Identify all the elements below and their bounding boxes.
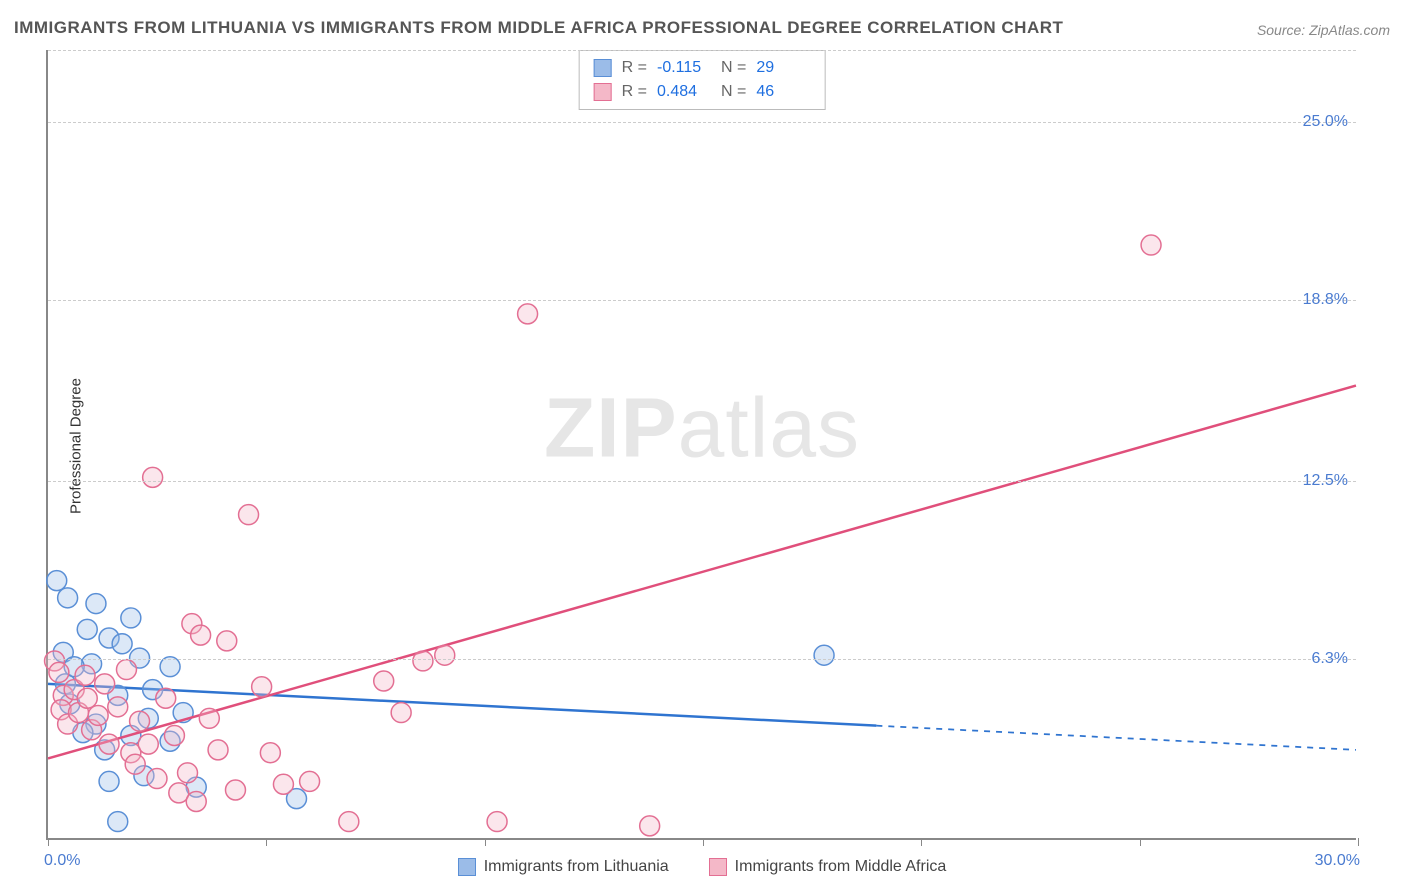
x-tick: [921, 838, 922, 846]
data-point-middle_africa: [138, 734, 158, 754]
data-point-lithuania: [58, 588, 78, 608]
data-point-middle_africa: [225, 780, 245, 800]
data-point-middle_africa: [116, 660, 136, 680]
data-point-lithuania: [108, 812, 128, 832]
scatter-svg: [48, 50, 1356, 839]
x-min-label: 0.0%: [44, 852, 80, 870]
data-point-middle_africa: [217, 631, 237, 651]
legend-swatch-middle-africa: [709, 858, 727, 876]
data-point-middle_africa: [77, 688, 97, 708]
gridline-h: [48, 50, 1356, 51]
data-point-middle_africa: [374, 671, 394, 691]
data-point-middle_africa: [108, 697, 128, 717]
x-max-label: 30.0%: [1315, 852, 1360, 870]
x-tick: [266, 838, 267, 846]
data-point-middle_africa: [75, 665, 95, 685]
plot-area: ZIPatlas R = -0.115 N = 29 R = 0.484 N =…: [46, 50, 1356, 840]
data-point-middle_africa: [239, 505, 259, 525]
data-point-middle_africa: [435, 645, 455, 665]
gridline-h: [48, 122, 1356, 123]
x-tick: [1140, 838, 1141, 846]
data-point-middle_africa: [1141, 235, 1161, 255]
data-point-lithuania: [99, 771, 119, 791]
legend-label-middle-africa: Immigrants from Middle Africa: [735, 858, 947, 876]
data-point-middle_africa: [339, 812, 359, 832]
data-point-middle_africa: [88, 705, 108, 725]
legend-swatch-lithuania: [458, 858, 476, 876]
data-point-middle_africa: [252, 677, 272, 697]
data-point-middle_africa: [95, 674, 115, 694]
y-tick-label: 12.5%: [1303, 472, 1348, 490]
x-tick: [48, 838, 49, 846]
gridline-h: [48, 659, 1356, 660]
data-point-middle_africa: [143, 467, 163, 487]
trend-line-middle_africa: [48, 386, 1356, 759]
data-point-middle_africa: [208, 740, 228, 760]
gridline-h: [48, 481, 1356, 482]
legend-series: Immigrants from Lithuania Immigrants fro…: [48, 858, 1356, 876]
data-point-middle_africa: [487, 812, 507, 832]
data-point-middle_africa: [186, 792, 206, 812]
data-point-middle_africa: [156, 688, 176, 708]
y-tick-label: 18.8%: [1303, 291, 1348, 309]
data-point-middle_africa: [640, 816, 660, 836]
data-point-middle_africa: [164, 726, 184, 746]
data-point-lithuania: [47, 571, 67, 591]
data-point-middle_africa: [130, 711, 150, 731]
data-point-middle_africa: [260, 743, 280, 763]
data-point-middle_africa: [99, 734, 119, 754]
data-point-lithuania: [121, 608, 141, 628]
data-point-middle_africa: [178, 763, 198, 783]
data-point-lithuania: [814, 645, 834, 665]
x-tick: [703, 838, 704, 846]
gridline-h: [48, 300, 1356, 301]
source-label: Source: ZipAtlas.com: [1257, 22, 1390, 38]
data-point-middle_africa: [391, 703, 411, 723]
data-point-middle_africa: [199, 708, 219, 728]
correlation-chart: IMMIGRANTS FROM LITHUANIA VS IMMIGRANTS …: [0, 0, 1406, 892]
chart-title: IMMIGRANTS FROM LITHUANIA VS IMMIGRANTS …: [14, 18, 1063, 38]
data-point-middle_africa: [147, 769, 167, 789]
data-point-lithuania: [86, 594, 106, 614]
y-tick-label: 25.0%: [1303, 113, 1348, 131]
data-point-middle_africa: [518, 304, 538, 324]
x-tick: [1358, 838, 1359, 846]
legend-label-lithuania: Immigrants from Lithuania: [484, 858, 669, 876]
data-point-lithuania: [112, 634, 132, 654]
data-point-middle_africa: [125, 754, 145, 774]
y-tick-label: 6.3%: [1312, 650, 1348, 668]
x-tick: [485, 838, 486, 846]
data-point-middle_africa: [273, 774, 293, 794]
legend-item-middle-africa: Immigrants from Middle Africa: [709, 858, 947, 876]
data-point-middle_africa: [300, 771, 320, 791]
data-point-middle_africa: [49, 662, 69, 682]
trend-line-dashed-lithuania: [876, 726, 1356, 750]
data-point-middle_africa: [191, 625, 211, 645]
legend-item-lithuania: Immigrants from Lithuania: [458, 858, 669, 876]
data-point-lithuania: [77, 619, 97, 639]
data-point-middle_africa: [413, 651, 433, 671]
